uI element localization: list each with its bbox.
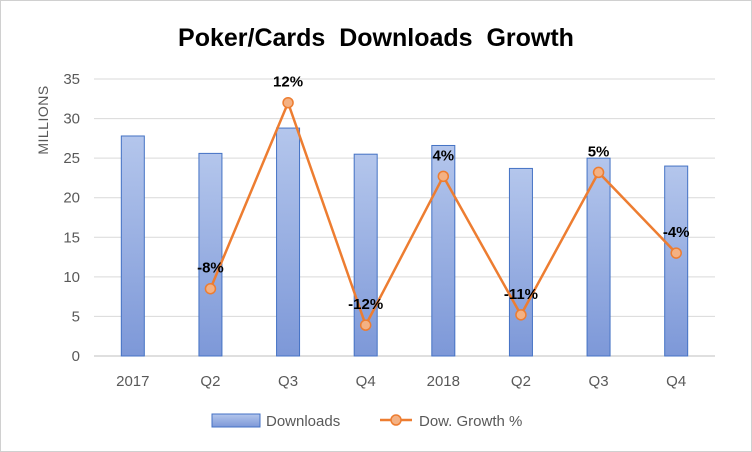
- growth-data-label: 4%: [432, 147, 454, 164]
- x-tick-label: Q3: [278, 373, 298, 390]
- growth-point: [204, 282, 217, 295]
- y-tick-label: 35: [63, 71, 80, 88]
- bar-downloads: [120, 135, 145, 357]
- legend-swatch-downloads: [211, 413, 261, 428]
- y-axis-label: MILLIONS: [35, 85, 51, 154]
- growth-data-label: -4%: [663, 224, 690, 241]
- growth-point: [670, 247, 682, 259]
- bar-layer: [120, 127, 689, 357]
- growth-data-label: 12%: [273, 74, 303, 91]
- x-tick-label: Q4: [666, 373, 686, 390]
- legend-marker-growth: [390, 414, 402, 426]
- y-tick-label: 0: [72, 348, 80, 365]
- x-tick-label: Q3: [589, 373, 609, 390]
- y-tick-label: 5: [72, 308, 80, 325]
- bar-downloads: [508, 167, 533, 357]
- x-tick-label: Q4: [356, 373, 376, 390]
- x-tick-label: Q2: [200, 373, 220, 390]
- growth-point: [592, 166, 605, 179]
- growth-data-label: -11%: [504, 286, 538, 303]
- y-tick-label: 30: [63, 111, 80, 128]
- chart-title: Poker/Cards Downloads Growth: [178, 24, 574, 52]
- grid-layer: 0 5 10 15 20 25 30 35 2017 Q2 Q3 Q4 2018 Q2 Q3 Q4: [63, 71, 715, 390]
- y-tick-label: 20: [63, 190, 80, 207]
- growth-point: [515, 309, 527, 321]
- growth-data-label: 5%: [588, 143, 610, 160]
- bar-downloads: [198, 152, 223, 357]
- growth-point: [359, 319, 372, 331]
- legend-label-downloads: Downloads: [266, 413, 340, 430]
- y-tick-label: 10: [63, 269, 80, 286]
- label-layer: -8% 12% -12% 4% -11% 5% -4%: [197, 74, 689, 313]
- y-tick-label: 25: [63, 150, 80, 167]
- x-tick-label: 2017: [116, 373, 149, 390]
- x-tick-label: 2018: [427, 373, 460, 390]
- growth-data-label: -12%: [348, 296, 383, 313]
- bar-downloads: [586, 157, 611, 357]
- growth-data-label: -8%: [197, 260, 224, 277]
- line-layer: [204, 96, 682, 331]
- growth-point: [437, 170, 450, 183]
- bar-downloads: [664, 165, 689, 357]
- y-tick-label: 15: [63, 229, 80, 246]
- legend: Downloads Dow. Growth %: [211, 413, 522, 430]
- bar-downloads: [431, 144, 456, 357]
- growth-point: [282, 96, 294, 109]
- bar-downloads: [276, 127, 301, 357]
- x-tick-label: Q2: [511, 373, 531, 390]
- legend-label-growth: Dow. Growth %: [419, 413, 522, 430]
